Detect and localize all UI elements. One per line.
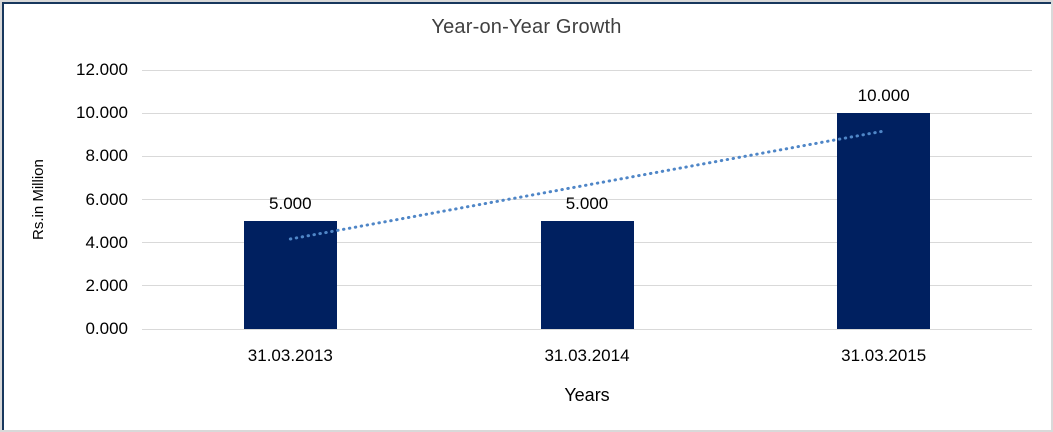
- bar-value-label: 5.000: [269, 194, 312, 214]
- category-label: 31.03.2013: [247, 346, 333, 365]
- category-label: 31.03.2014: [544, 346, 630, 365]
- y-tick-label: 6.000: [85, 189, 128, 209]
- gridline: [142, 328, 1032, 330]
- gridline: [142, 199, 1032, 200]
- category-label: 31.03.2015: [841, 346, 927, 365]
- y-tick-label: 2.000: [85, 275, 128, 295]
- bar-value-label: 10.000: [857, 86, 910, 106]
- gridline: [142, 155, 1032, 157]
- y-axis-tick-labels: 0.000 2.000 4.000 6.000 8.000 10.000 12.000: [2, 2, 128, 430]
- y-tick-label: 4.000: [85, 232, 128, 252]
- x-axis-tick-labels: 31.03.2013 31.03.2014 31.03.2015: [142, 346, 1032, 368]
- bar-value-label: 5.000: [565, 194, 609, 214]
- bar: [540, 221, 634, 329]
- bar: [837, 113, 931, 329]
- gridline: [142, 69, 1032, 71]
- plot-area: 5.000 5.000 10.000: [142, 69, 1032, 330]
- y-tick-label: 10.000: [76, 103, 128, 123]
- chart-title: Year-on-Year Growth: [431, 16, 622, 38]
- trendline: [288, 129, 886, 241]
- x-axis-title: Years: [564, 385, 610, 405]
- y-tick-label: 8.000: [85, 146, 128, 166]
- y-tick-label: 0.000: [85, 319, 128, 338]
- y-tick-label: 12.000: [76, 60, 128, 79]
- gridline: [142, 112, 1032, 114]
